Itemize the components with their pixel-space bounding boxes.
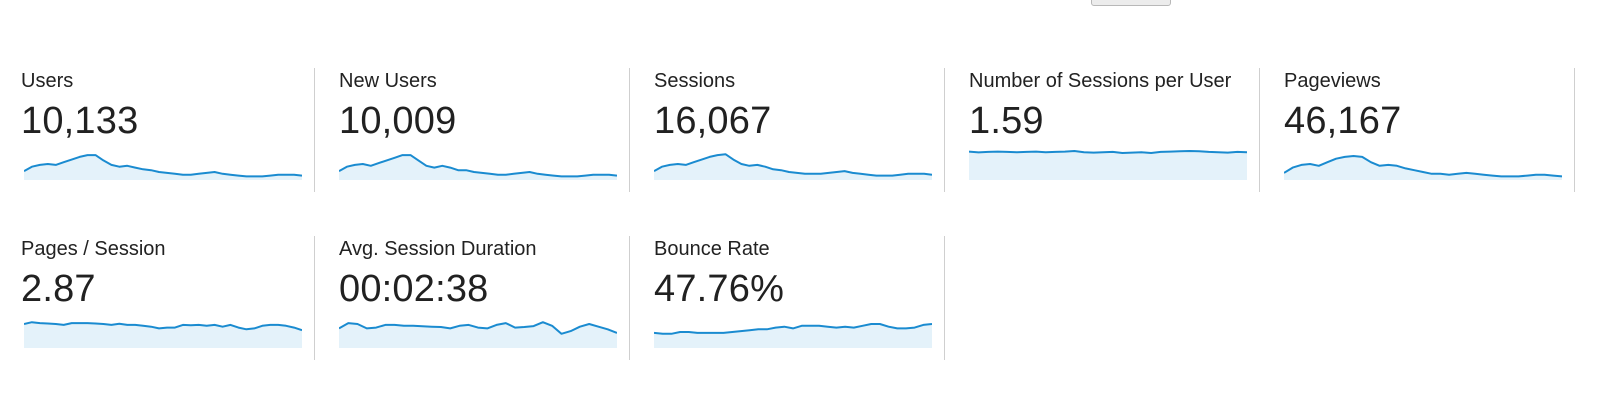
sparkline [24, 154, 302, 180]
sparkline [969, 150, 1247, 180]
metric-label: Avg. Session Duration [339, 238, 537, 260]
metric-value: 10,133 [21, 100, 139, 142]
top-button[interactable] [1091, 0, 1171, 6]
sparkline-line [24, 321, 302, 332]
sparkline-area [654, 324, 932, 348]
metric-card-pageviews[interactable]: Pageviews 46,167 [1260, 68, 1575, 192]
sparkline-area [24, 155, 302, 180]
metrics-row-1: Users 10,133 New Users 10,009 Sessions 1… [0, 68, 1575, 192]
sparkline-area [969, 151, 1247, 180]
metric-value: 46,167 [1284, 100, 1402, 142]
sparkline-area [339, 322, 617, 348]
sparkline [654, 153, 932, 180]
metric-card-sessions[interactable]: Sessions 16,067 [630, 68, 945, 192]
metric-value: 10,009 [339, 100, 457, 142]
sparkline-line [969, 150, 1247, 154]
sparkline-area [24, 322, 302, 348]
metric-card-sessions-per-user[interactable]: Number of Sessions per User 1.59 [945, 68, 1260, 192]
metric-card-new-users[interactable]: New Users 10,009 [315, 68, 630, 192]
sparkline-area [339, 155, 617, 180]
sparkline-line [1284, 155, 1562, 178]
metric-label: New Users [339, 70, 437, 92]
metrics-row-2: Pages / Session 2.87 Avg. Session Durati… [0, 236, 1575, 360]
metric-label: Pageviews [1284, 70, 1381, 92]
metric-label: Bounce Rate [654, 238, 770, 260]
sparkline-line [339, 321, 617, 335]
sparkline [1284, 155, 1562, 180]
metric-card-users[interactable]: Users 10,133 [0, 68, 315, 192]
metric-card-pages-per-session[interactable]: Pages / Session 2.87 [0, 236, 315, 360]
sparkline [339, 154, 617, 180]
metric-card-bounce-rate[interactable]: Bounce Rate 47.76% [630, 236, 945, 360]
sparkline-line [654, 153, 932, 177]
sparkline [654, 323, 932, 348]
sparkline [24, 321, 302, 348]
metric-card-avg-session-duration[interactable]: Avg. Session Duration 00:02:38 [315, 236, 630, 360]
metric-value: 00:02:38 [339, 268, 489, 310]
metric-value: 47.76% [654, 268, 785, 310]
metric-value: 1.59 [969, 100, 1044, 142]
metric-label: Sessions [654, 70, 736, 92]
metric-label: Number of Sessions per User [969, 70, 1232, 92]
metric-label: Users [21, 70, 74, 92]
sparkline-area [1284, 156, 1562, 180]
sparkline [339, 321, 617, 348]
metrics-grid: Users 10,133 New Users 10,009 Sessions 1… [0, 68, 1575, 360]
metric-value: 16,067 [654, 100, 772, 142]
sparkline-area [654, 154, 932, 180]
sparkline-line [24, 154, 302, 178]
metric-value: 2.87 [21, 268, 96, 310]
metric-label: Pages / Session [21, 238, 166, 260]
sparkline-line [654, 323, 932, 335]
sparkline-line [339, 154, 617, 178]
